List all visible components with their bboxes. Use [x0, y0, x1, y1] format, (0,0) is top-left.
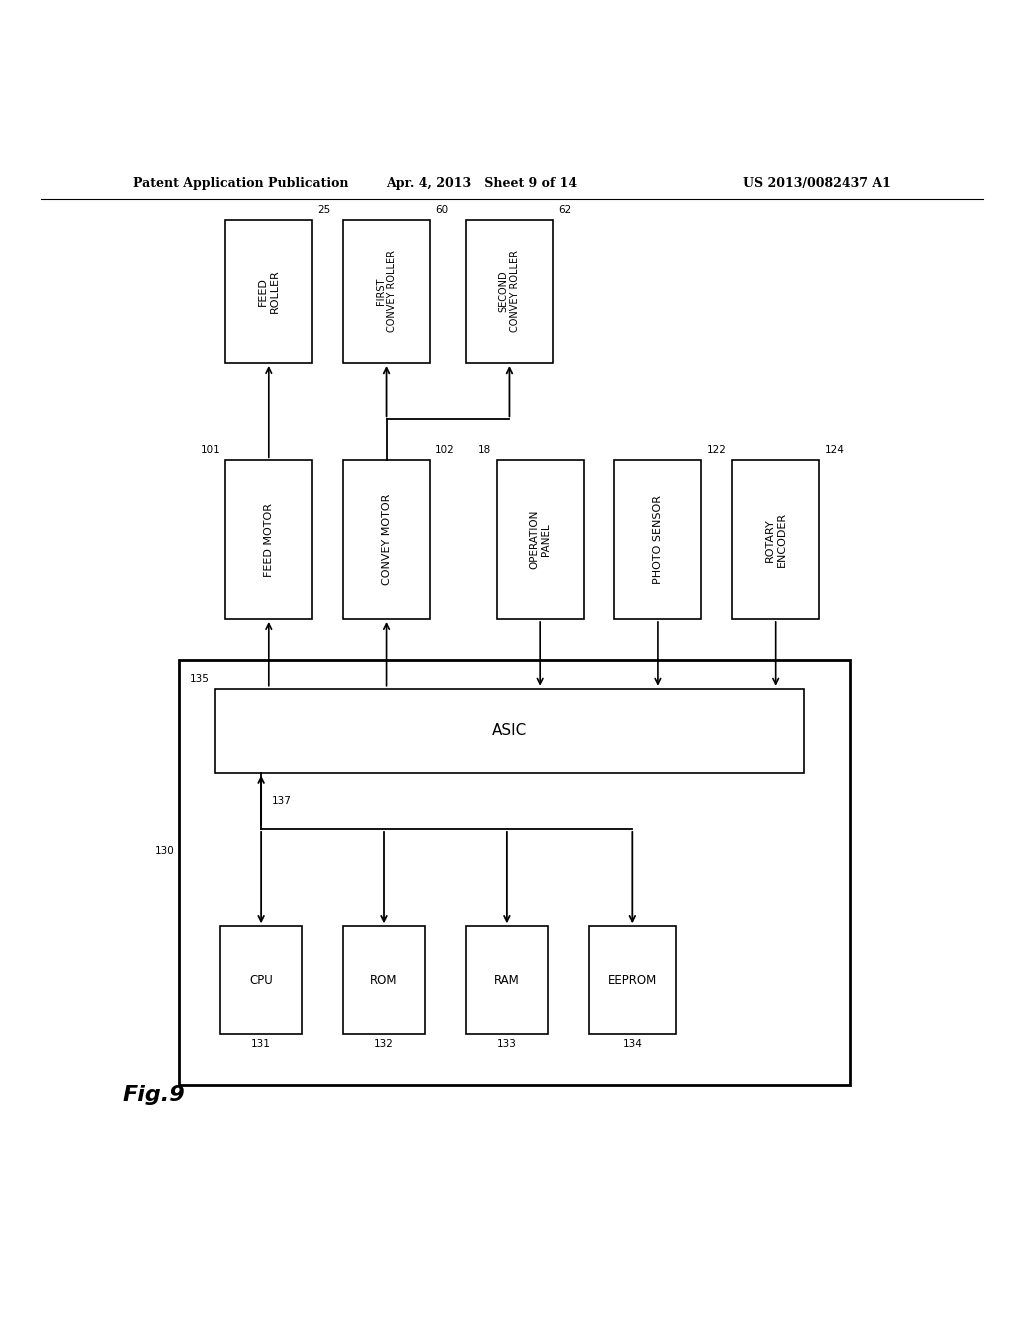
- FancyBboxPatch shape: [466, 927, 548, 1034]
- FancyBboxPatch shape: [343, 927, 425, 1034]
- FancyBboxPatch shape: [225, 461, 312, 619]
- Text: ROTARY
ENCODER: ROTARY ENCODER: [765, 512, 786, 568]
- FancyBboxPatch shape: [497, 461, 584, 619]
- Text: FIRST
CONVEY ROLLER: FIRST CONVEY ROLLER: [376, 251, 397, 333]
- Text: 135: 135: [190, 673, 210, 684]
- Text: 122: 122: [707, 445, 726, 455]
- Text: 134: 134: [623, 1039, 642, 1049]
- FancyBboxPatch shape: [179, 660, 850, 1085]
- Text: EEPROM: EEPROM: [607, 974, 657, 986]
- Text: 102: 102: [435, 445, 455, 455]
- Text: ASIC: ASIC: [492, 723, 527, 738]
- FancyBboxPatch shape: [343, 219, 430, 363]
- Text: 25: 25: [317, 205, 331, 215]
- Text: 18: 18: [478, 445, 492, 455]
- Text: FEED
ROLLER: FEED ROLLER: [258, 269, 280, 313]
- Text: US 2013/0082437 A1: US 2013/0082437 A1: [743, 177, 891, 190]
- Text: 133: 133: [497, 1039, 517, 1049]
- FancyBboxPatch shape: [466, 219, 553, 363]
- Text: RAM: RAM: [494, 974, 520, 986]
- Text: 132: 132: [374, 1039, 394, 1049]
- FancyBboxPatch shape: [732, 461, 819, 619]
- Text: OPERATION
PANEL: OPERATION PANEL: [529, 510, 551, 569]
- FancyBboxPatch shape: [589, 927, 676, 1034]
- Text: PHOTO SENSOR: PHOTO SENSOR: [653, 495, 663, 585]
- Text: CONVEY MOTOR: CONVEY MOTOR: [382, 494, 391, 585]
- Text: FEED MOTOR: FEED MOTOR: [264, 503, 273, 577]
- Text: 101: 101: [201, 445, 220, 455]
- Text: ROM: ROM: [371, 974, 397, 986]
- FancyBboxPatch shape: [225, 219, 312, 363]
- FancyBboxPatch shape: [343, 461, 430, 619]
- FancyBboxPatch shape: [220, 927, 302, 1034]
- FancyBboxPatch shape: [614, 461, 701, 619]
- Text: Fig.9: Fig.9: [123, 1085, 185, 1105]
- Text: 60: 60: [435, 205, 449, 215]
- Text: 137: 137: [271, 796, 291, 805]
- Text: 62: 62: [558, 205, 571, 215]
- Text: SECOND
CONVEY ROLLER: SECOND CONVEY ROLLER: [499, 251, 520, 333]
- Text: 131: 131: [251, 1039, 271, 1049]
- FancyBboxPatch shape: [215, 689, 804, 772]
- Text: 130: 130: [155, 846, 174, 857]
- Text: 124: 124: [824, 445, 844, 455]
- Text: Apr. 4, 2013   Sheet 9 of 14: Apr. 4, 2013 Sheet 9 of 14: [386, 177, 577, 190]
- Text: CPU: CPU: [249, 974, 273, 986]
- Text: Patent Application Publication: Patent Application Publication: [133, 177, 348, 190]
